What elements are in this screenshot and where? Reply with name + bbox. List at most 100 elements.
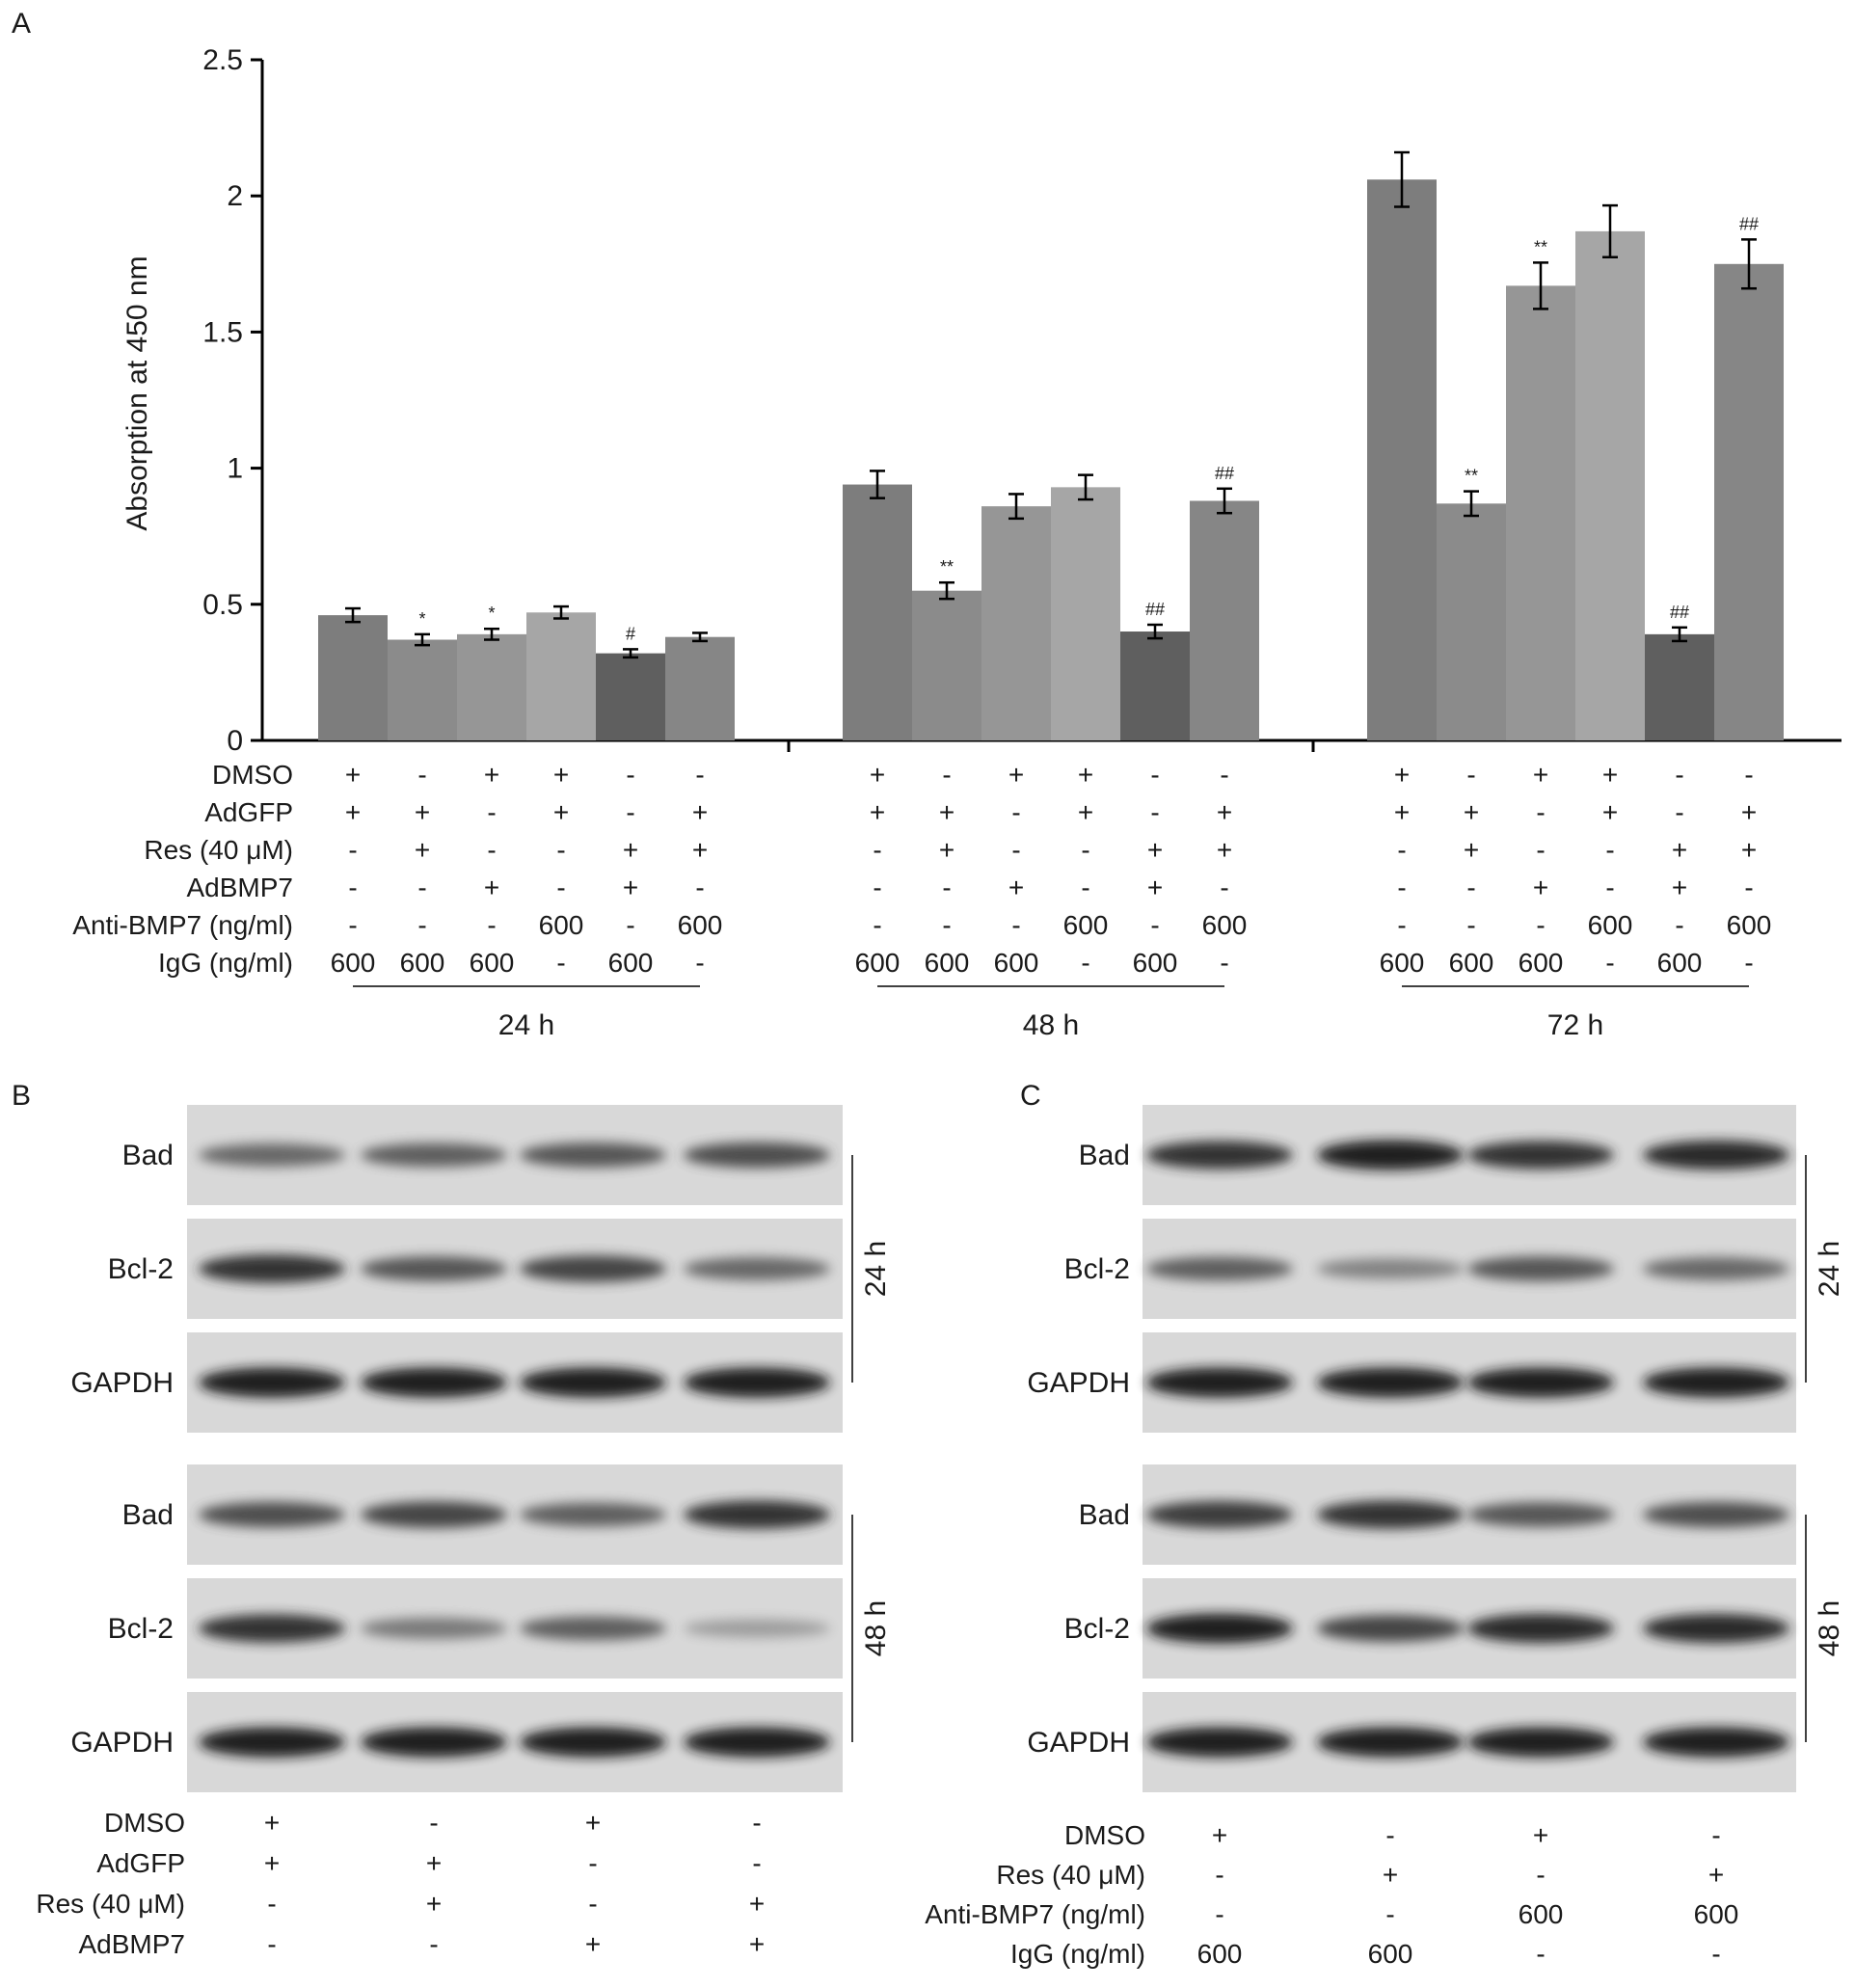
blot-panel-c: Bad Bcl-2 GAPDH 24 h Bad Bcl-2 GAPDH 48 h DMSO + -… <box>925 1105 1845 1969</box>
bar-chart: 0 0.5 1 1.5 2 2.5 DMSO AdGFP Res (40 μM) AdBMP7 An… <box>72 44 1842 1041</box>
condition-value: 600 <box>1063 910 1109 940</box>
condition-value: - <box>417 873 426 902</box>
group-label: 72 h <box>1547 1009 1603 1041</box>
condition-value: + <box>1533 1820 1548 1850</box>
protein-band <box>1317 1615 1464 1642</box>
condition-value: - <box>1220 948 1228 978</box>
condition-label: Res (40 μM) <box>996 1860 1145 1890</box>
condition-value: + <box>749 1889 765 1919</box>
bar <box>1645 633 1714 740</box>
condition-value: - <box>942 873 951 902</box>
condition-label: DMSO <box>1064 1820 1145 1850</box>
condition-value: 600 <box>994 948 1039 978</box>
condition-value: - <box>267 1929 276 1959</box>
protein-band <box>1317 1140 1464 1170</box>
condition-value: - <box>1675 760 1683 790</box>
blot-row-label: Bad <box>1079 1499 1130 1531</box>
condition-value: + <box>939 835 954 865</box>
protein-band <box>684 1367 830 1398</box>
protein-band <box>1467 1256 1614 1281</box>
condition-value: 600 <box>1727 910 1772 940</box>
condition-label: Res (40 μM) <box>36 1889 185 1919</box>
protein-band <box>1317 1727 1464 1758</box>
protein-band <box>684 1257 830 1280</box>
blot-row-label: Bad <box>122 1499 174 1531</box>
condition-value: - <box>1150 760 1159 790</box>
condition-value: 600 <box>678 910 723 940</box>
bar <box>1120 631 1190 740</box>
condition-value: - <box>1385 1899 1394 1929</box>
condition-value: + <box>1672 835 1687 865</box>
condition-value: + <box>426 1889 442 1919</box>
condition-value: - <box>1397 873 1406 902</box>
y-tick-label: 2.5 <box>202 44 243 76</box>
condition-value: - <box>1081 873 1089 902</box>
blot-row-label: GAPDH <box>1027 1367 1130 1399</box>
significance-mark: * <box>418 609 425 629</box>
blot-row-label: GAPDH <box>70 1727 174 1759</box>
significance-mark: # <box>626 624 635 643</box>
bar <box>981 506 1051 740</box>
condition-value: + <box>623 873 638 902</box>
protein-band <box>1146 1141 1293 1169</box>
blot-row-label: Bad <box>122 1140 174 1171</box>
protein-band <box>1467 1141 1614 1169</box>
protein-band <box>684 1142 830 1169</box>
condition-value: + <box>1008 760 1024 790</box>
panel-label-c: C <box>1020 1080 1041 1112</box>
condition-value: + <box>345 797 361 827</box>
condition-label: AdGFP <box>204 797 293 827</box>
bar <box>1051 487 1120 740</box>
significance-mark: ## <box>1145 600 1165 619</box>
condition-value: - <box>873 910 881 940</box>
protein-band <box>684 1500 830 1529</box>
condition-value: 600 <box>1368 1939 1413 1969</box>
condition-value: + <box>1672 873 1687 902</box>
bar <box>1437 503 1506 740</box>
protein-band <box>361 1617 507 1640</box>
condition-value: + <box>1078 797 1093 827</box>
condition-value: - <box>556 948 565 978</box>
condition-value: - <box>1536 910 1545 940</box>
condition-value: + <box>1147 835 1163 865</box>
condition-value: 600 <box>1202 910 1248 940</box>
condition-label: Anti-BMP7 (ng/ml) <box>72 910 293 940</box>
bar <box>1714 263 1784 740</box>
protein-band <box>520 1142 666 1168</box>
condition-value: - <box>1466 760 1475 790</box>
protein-band <box>199 1143 345 1167</box>
condition-value: + <box>1533 760 1548 790</box>
protein-band <box>1467 1502 1614 1527</box>
condition-value: + <box>870 760 885 790</box>
condition-value: - <box>626 797 634 827</box>
protein-band <box>1643 1140 1789 1170</box>
blot-panel-b: Bad Bcl-2 GAPDH 24 h Bad Bcl-2 GAPDH 48 h DMSO + -… <box>36 1105 892 1959</box>
bar <box>318 615 388 740</box>
condition-value: + <box>415 835 430 865</box>
condition-value: - <box>1397 835 1406 865</box>
significance-mark: ## <box>1739 214 1759 233</box>
significance-mark: ** <box>940 557 954 577</box>
condition-value: + <box>1212 1820 1227 1850</box>
condition-value: + <box>264 1808 280 1838</box>
condition-value: - <box>752 1808 761 1838</box>
condition-label: Anti-BMP7 (ng/ml) <box>925 1899 1145 1929</box>
condition-value: + <box>1741 835 1757 865</box>
condition-value: + <box>415 797 430 827</box>
condition-label: AdBMP7 <box>79 1929 186 1959</box>
time-label: 48 h <box>1814 1600 1845 1656</box>
condition-label: IgG (ng/ml) <box>158 948 293 978</box>
condition-label: DMSO <box>212 760 293 790</box>
protein-band <box>199 1367 345 1398</box>
condition-value: + <box>939 797 954 827</box>
condition-value: - <box>695 873 704 902</box>
bar <box>388 639 457 740</box>
condition-value: - <box>873 873 881 902</box>
condition-value: - <box>417 910 426 940</box>
condition-value: - <box>752 1848 761 1878</box>
condition-value: - <box>429 1808 438 1838</box>
y-tick-label: 2 <box>227 180 243 212</box>
significance-mark: * <box>488 604 495 623</box>
protein-band <box>199 1254 345 1283</box>
